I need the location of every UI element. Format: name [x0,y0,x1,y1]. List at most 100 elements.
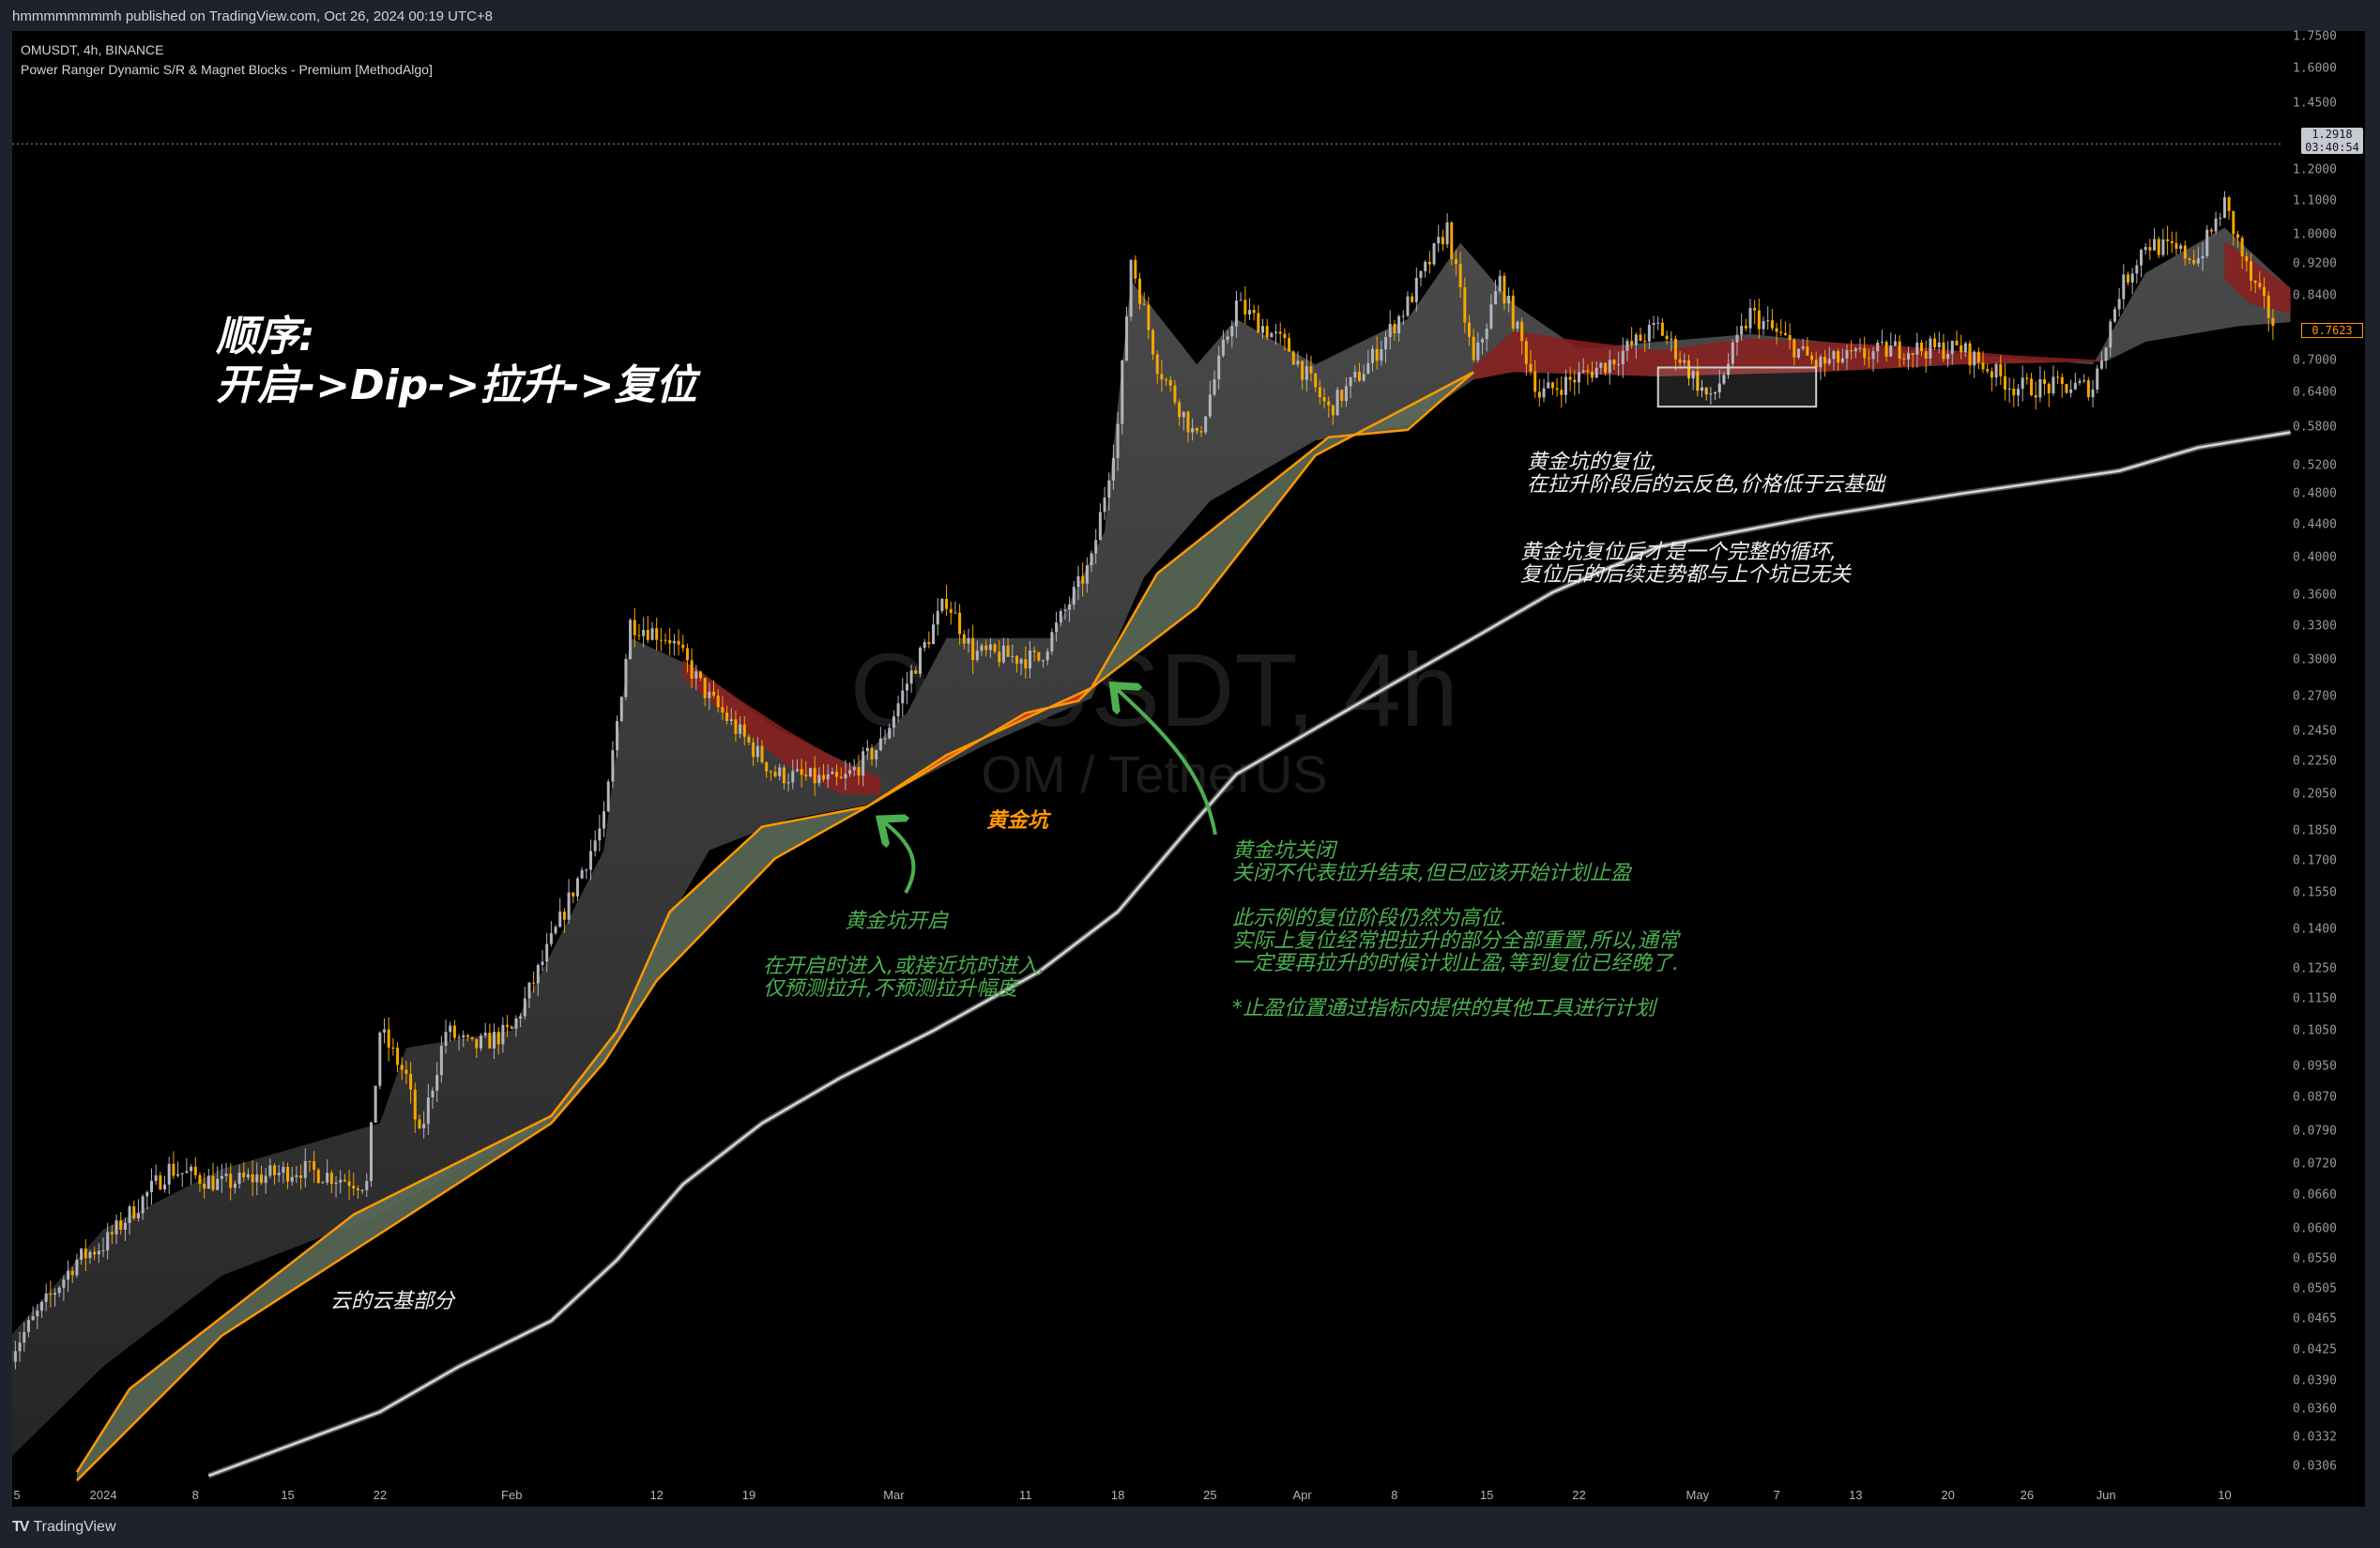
candle [347,1170,351,1200]
candle [611,741,615,789]
candle [2161,228,2165,257]
publish-header: hmmmmmmmmh published on TradingView.com,… [0,0,2380,31]
candle [1503,272,1506,311]
candle [1520,317,1524,355]
symbol-info[interactable]: OMUSDT, 4h, BINANCE [21,42,164,57]
candle [2179,243,2183,253]
candle [1871,346,1875,372]
candle [418,1114,421,1130]
candle [905,671,908,705]
candle [865,740,869,760]
candle [541,949,544,972]
candle [1924,341,1928,373]
candle [1550,381,1554,395]
candle [1463,277,1467,333]
candle [808,767,812,778]
candle [2174,231,2178,256]
candle [619,696,623,723]
candle [1968,340,1972,375]
candle [1094,529,1098,564]
candle [2060,373,2064,398]
candle [119,1211,123,1235]
tradingview-logo[interactable]: TV TradingView [12,1519,116,1536]
candle [1507,287,1511,313]
candle [136,1199,140,1222]
candle [971,624,975,675]
candle [132,1200,136,1221]
candle [1168,376,1172,392]
candle [1419,269,1423,287]
chart-pane[interactable]: OMUSDT, 4h OM / TetherUS OMUSDT, 4h, BIN… [12,31,2365,1507]
candle [1335,387,1339,416]
candle [2034,381,2037,410]
candle [1621,337,1625,378]
candle [435,1062,439,1102]
candle [1327,396,1331,418]
candle [444,1019,448,1054]
candle [778,763,782,781]
candle [1555,377,1559,397]
candle [1309,356,1313,382]
candle [1902,353,1906,366]
candle [303,1148,307,1188]
candle [629,618,633,660]
candle [747,734,751,745]
candle [251,1160,254,1197]
candle [2253,280,2257,293]
candle [532,971,536,993]
candle [1234,290,1238,338]
candle [940,597,944,614]
candle [2271,308,2275,340]
candle [1432,242,1436,267]
candle [246,1168,250,1181]
candle [1375,336,1379,370]
candle [282,1161,285,1184]
candle [1533,360,1537,398]
candle [1111,444,1115,490]
candle [1884,340,1888,362]
candle [1427,251,1431,274]
candle [765,761,769,778]
candle [519,1013,523,1028]
candle [470,1036,474,1041]
candle [1819,354,1823,380]
candle [554,924,557,936]
candle [642,617,646,648]
candle [2183,240,2187,267]
candle [2170,231,2174,253]
candle [2130,268,2134,295]
candle [1318,379,1321,405]
candle [2266,291,2270,332]
candle [163,1175,167,1193]
reset-highlight-box[interactable] [1656,366,1818,408]
cycle-note: 黄金坑复位后才是一个完整的循环, 复位后的后续走势都与上个坑已无关 [1520,541,1852,587]
candle [1274,324,1278,345]
candle [400,1056,404,1081]
candle [527,981,531,1008]
candle [1542,378,1546,403]
candle [2250,253,2253,291]
candle [84,1239,87,1272]
candle [93,1247,97,1261]
candle [1524,337,1528,376]
price-chart[interactable] [12,31,2365,1507]
candle [712,680,716,699]
candle [321,1181,325,1184]
candle [1147,297,1151,340]
candle [483,1022,487,1038]
candle [295,1166,298,1184]
candle [2056,370,2060,385]
candle [1740,313,1744,341]
candle [352,1172,356,1196]
candle [1832,349,1836,371]
candle [1612,359,1616,370]
candle [575,876,579,901]
indicator-name[interactable]: Power Ranger Dynamic S/R & Magnet Blocks… [21,62,433,77]
candle [1915,332,1919,368]
candle [773,765,777,778]
candle [1770,309,1774,331]
candle [479,1033,482,1051]
candle [914,666,918,675]
candle [1586,364,1590,386]
candle [70,1266,74,1283]
